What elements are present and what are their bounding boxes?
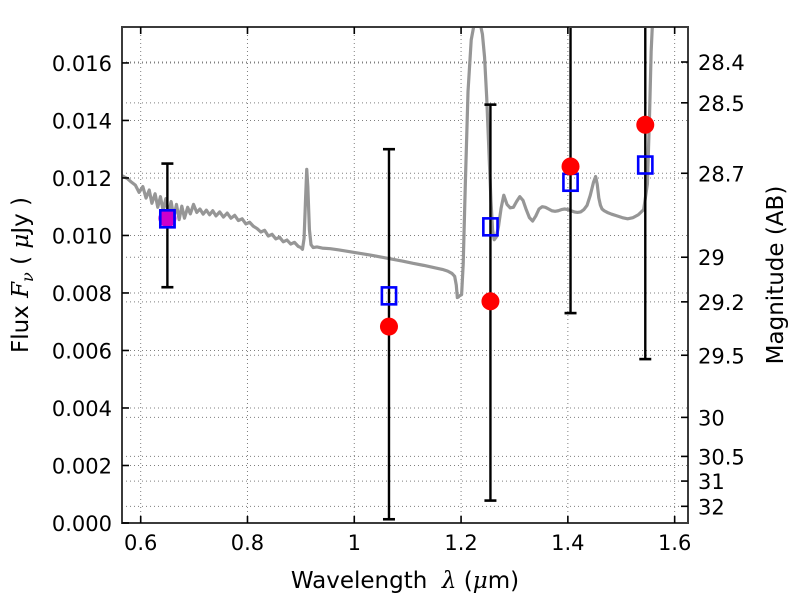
y2tick-label-1: 28.5 xyxy=(698,92,745,116)
y2tick-label-6: 30 xyxy=(698,406,725,430)
observed-circle-marker-4 xyxy=(636,115,655,134)
model-square-marker-4 xyxy=(636,155,654,175)
y2-axis-label: Magnitude (AB) xyxy=(763,186,789,365)
y2tick-label-3: 29 xyxy=(698,246,725,270)
model-square-marker-2 xyxy=(482,217,499,237)
xtick-label-0: 0.6 xyxy=(124,531,157,555)
xtick-label-1: 0.8 xyxy=(231,531,264,555)
ytick-label-2: 0.004 xyxy=(52,397,112,421)
ytick-label-3: 0.006 xyxy=(52,339,112,363)
observed-circle-marker-1 xyxy=(379,317,398,336)
y2tick-label-4: 29.2 xyxy=(698,291,745,315)
ytick-label-4: 0.008 xyxy=(52,282,112,306)
ytick-label-0: 0.000 xyxy=(52,512,112,536)
observed-circle-marker-0 xyxy=(158,209,177,228)
xtick-label-2: 1 xyxy=(348,531,361,555)
ytick-label-7: 0.014 xyxy=(52,109,112,133)
y2tick-label-0: 28.4 xyxy=(698,51,745,75)
y2tick-label-8: 31 xyxy=(698,470,725,494)
xtick-label-4: 1.4 xyxy=(551,531,584,555)
model-spectrum-line xyxy=(122,27,655,300)
axes-frame xyxy=(121,26,689,524)
xtick-label-3: 1.2 xyxy=(444,531,477,555)
observed-circle-marker-3 xyxy=(561,157,580,176)
y2tick-label-9: 32 xyxy=(698,495,725,519)
model-square-marker-1 xyxy=(380,286,398,306)
plot-background xyxy=(122,27,688,523)
ytick-label-6: 0.012 xyxy=(52,167,112,191)
model-square-marker-0-overlay xyxy=(158,209,176,229)
xtick-label-5: 1.6 xyxy=(658,531,691,555)
x-axis-label: Wavelength λ (μm) xyxy=(291,568,519,594)
y2tick-label-2: 28.7 xyxy=(698,162,745,186)
ytick-label-8: 0.016 xyxy=(52,52,112,76)
observed-circle-marker-2 xyxy=(481,292,500,311)
ytick-label-1: 0.002 xyxy=(52,454,112,478)
ytick-label-5: 0.010 xyxy=(52,224,112,248)
errorbar-4 xyxy=(639,27,652,361)
y-axis-label: Flux Fν ( μJy ) xyxy=(8,197,37,353)
y2tick-label-7: 30.5 xyxy=(698,445,745,469)
y2tick-label-5: 29.5 xyxy=(698,344,745,368)
